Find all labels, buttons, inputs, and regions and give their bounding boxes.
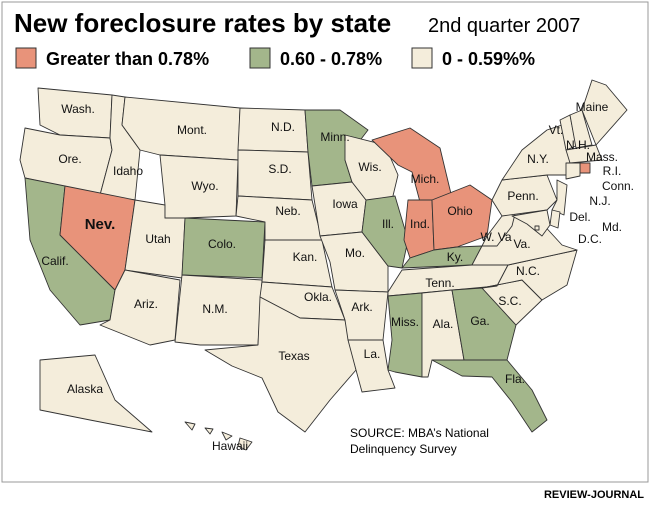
state-label: Conn. <box>602 179 634 193</box>
title: New foreclosure rates by state <box>14 8 391 38</box>
state <box>565 144 603 164</box>
labels: Wash. Ore. Calif. Idaho Nev. Utah Ariz. Mont. Wy… <box>41 100 634 453</box>
state <box>99 269 181 346</box>
state-label: Hawaii <box>212 439 248 453</box>
state-label: Tenn. <box>425 276 454 290</box>
state-label: Mont. <box>177 123 207 137</box>
state-label: Ariz. <box>134 297 158 311</box>
states <box>19 79 628 451</box>
source-line: SOURCE: MBA’s National <box>350 426 489 440</box>
state-label: Minn. <box>320 130 349 144</box>
legend-swatch <box>15 47 37 69</box>
state-label: La. <box>364 347 381 361</box>
state-label: N.C. <box>516 264 540 278</box>
state <box>534 225 540 231</box>
state <box>565 162 581 180</box>
state-label: Iowa <box>332 197 358 211</box>
legend-label: Greater than 0.78% <box>46 49 209 69</box>
state <box>581 79 628 146</box>
state-label: Nev. <box>85 216 116 233</box>
legend-label: 0 - 0.59%% <box>442 49 535 69</box>
legend-swatch <box>249 47 271 69</box>
state-label: Mich. <box>411 172 440 186</box>
state-label: Wis. <box>358 160 381 174</box>
state-label: Utah <box>145 232 170 246</box>
state-label: Ind. <box>410 217 430 231</box>
state-label: Ala. <box>433 317 454 331</box>
state-label: Okla. <box>304 290 332 304</box>
state-label: Maine <box>576 100 609 114</box>
state-label: N.J. <box>589 194 610 208</box>
state-label: N.Y. <box>527 152 549 166</box>
state-label: S.C. <box>498 294 521 308</box>
state-label: Mo. <box>345 246 365 260</box>
state-label: Neb. <box>275 204 300 218</box>
state-label: R.I. <box>603 164 622 178</box>
state-label: Va. <box>513 237 530 251</box>
state <box>174 274 263 346</box>
legend-label: 0.60 - 0.78% <box>280 49 382 69</box>
state <box>511 209 551 237</box>
state-label: D.C. <box>578 232 602 246</box>
state <box>204 296 357 433</box>
state-label: S.D. <box>268 162 291 176</box>
state <box>451 287 517 361</box>
state <box>184 421 253 451</box>
state-label: Colo. <box>208 237 236 251</box>
state-label: N.D. <box>271 120 295 134</box>
state-label: Wyo. <box>191 179 218 193</box>
state-label: Mass. <box>586 150 618 164</box>
state-label: N.M. <box>202 302 227 316</box>
state-label: Del. <box>569 210 590 224</box>
state-label: Fla. <box>505 372 525 386</box>
state-label: Ky. <box>447 250 463 264</box>
state-label: Ill. <box>382 217 394 231</box>
state-label: Penn. <box>507 189 538 203</box>
state-label: Alaska <box>67 382 103 396</box>
state-label: Vt. <box>549 123 564 137</box>
state <box>579 162 591 174</box>
state <box>39 354 153 433</box>
state-label: Idaho <box>113 164 143 178</box>
credit: REVIEW-JOURNAL <box>544 489 644 501</box>
state-label: W. Va <box>480 230 511 244</box>
state-label: Wash. <box>61 102 95 116</box>
state-label: Ark. <box>351 300 372 314</box>
state <box>387 292 423 378</box>
state-label: N.H. <box>566 138 590 152</box>
state-label: Md. <box>602 220 622 234</box>
state <box>431 359 548 433</box>
state-label: Kan. <box>293 250 318 264</box>
state-label: Ohio <box>447 204 473 218</box>
state <box>549 209 561 229</box>
source-line: Delinquency Survey <box>350 442 457 456</box>
state-label: Ore. <box>58 152 81 166</box>
state <box>569 109 593 149</box>
legend: Greater than 0.78% 0.60 - 0.78% 0 - 0.59%% <box>15 47 535 69</box>
state <box>347 339 396 393</box>
state-label: Miss. <box>391 315 419 329</box>
subtitle: 2nd quarter 2007 <box>428 15 580 37</box>
state-label: Texas <box>278 349 309 363</box>
state-label: Calif. <box>41 254 68 268</box>
legend-swatch <box>411 47 433 69</box>
state-label: Ga. <box>470 314 489 328</box>
